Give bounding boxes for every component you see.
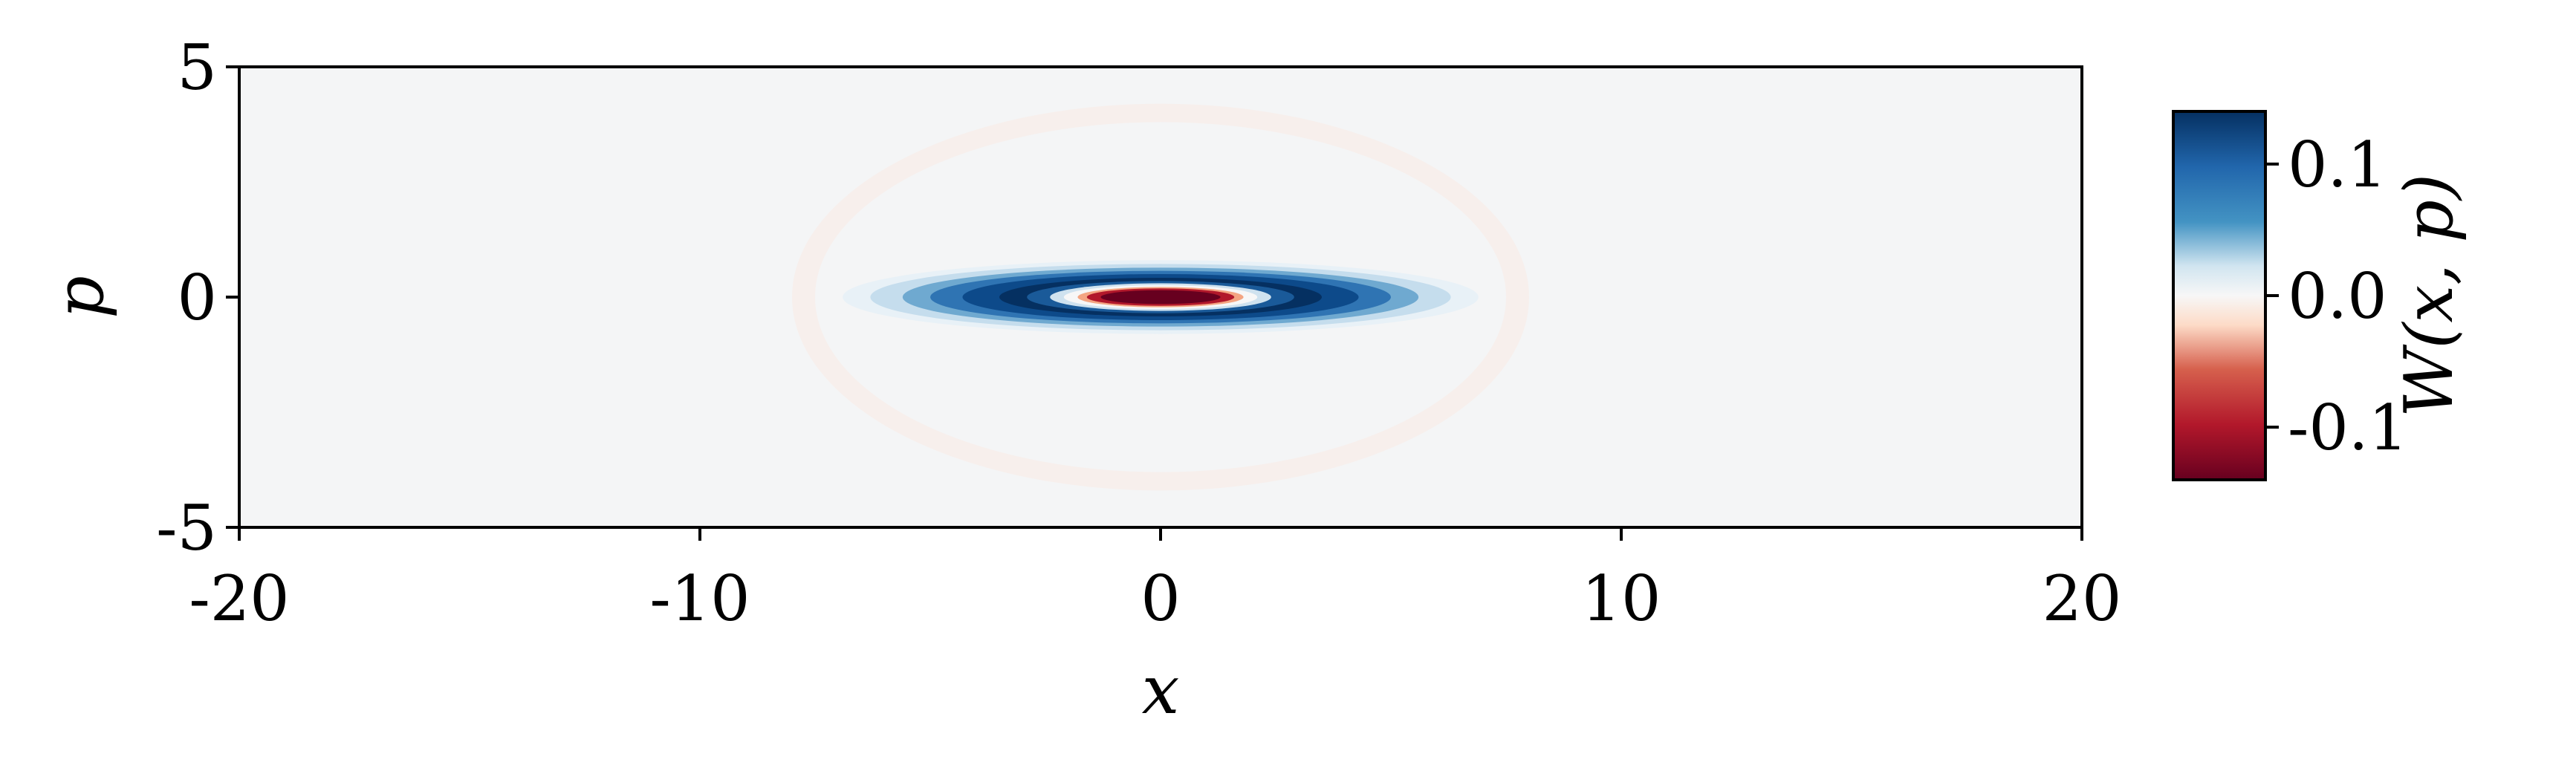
heatmap-contour xyxy=(1100,290,1221,305)
y-axis-label: p xyxy=(41,276,119,319)
x-tick-label: 10 xyxy=(1582,562,1661,635)
y-axis-ticks: -5 0 5 xyxy=(156,31,239,564)
y-tick-label: 5 xyxy=(178,31,217,104)
y-tick-label: 0 xyxy=(178,261,217,334)
colorbar-tick-label: 0.0 xyxy=(2288,260,2387,333)
x-axis-label: x xyxy=(1142,651,1180,729)
x-axis-ticks: -20 -10 0 10 20 xyxy=(189,527,2121,635)
colorbar-tick-label: 0.1 xyxy=(2288,128,2387,201)
x-tick-label: 0 xyxy=(1141,562,1180,635)
plot-area xyxy=(238,65,2083,529)
colorbar-label: W(x, p) xyxy=(2390,174,2468,417)
heatmap-layer xyxy=(792,103,1529,491)
colorbar: 0.1 0.0 -0.1 W(x, p) xyxy=(2172,110,2468,481)
x-tick-label: -20 xyxy=(189,562,289,635)
y-tick-label: -5 xyxy=(156,492,217,564)
colorbar-ticks: 0.1 0.0 -0.1 xyxy=(2265,128,2408,464)
x-tick-label: 20 xyxy=(2043,562,2122,635)
colorbar-tick-label: -0.1 xyxy=(2288,391,2408,464)
x-tick-label: -10 xyxy=(649,562,750,635)
colorbar-gradient xyxy=(2172,110,2267,481)
